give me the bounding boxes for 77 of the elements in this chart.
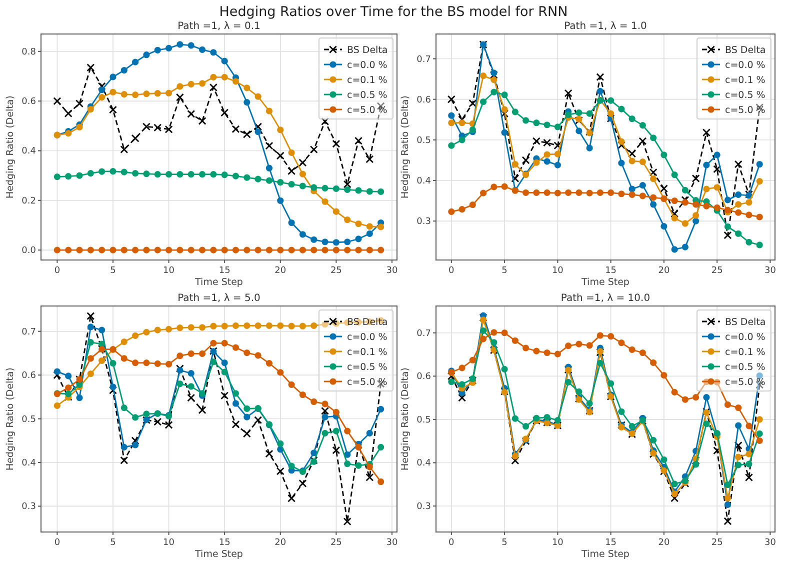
x-tick-label: 0: [54, 538, 60, 548]
y-axis-title: Hedging Ratio (Delta): [400, 368, 411, 470]
legend-label: c=0.1 %: [725, 347, 766, 358]
legend-label: c=0.1 %: [347, 75, 388, 86]
x-tick-label: 10: [163, 266, 175, 276]
x-tick-label: 15: [605, 266, 617, 276]
x-tick-label: 15: [605, 538, 617, 548]
y-tick-label: 0.4: [416, 458, 432, 469]
y-tick-label: 0.2: [22, 196, 36, 206]
text: Hedging Ratios over Time for the BS model for RNN: [219, 4, 568, 20]
x-tick-label: 5: [110, 538, 116, 548]
x-axis-title: Time Step: [194, 549, 243, 560]
y-tick-label: 0.6: [416, 95, 432, 106]
x-tick-label: 25: [330, 538, 342, 548]
y-tick-label: 0.7: [416, 54, 431, 65]
x-axis-title: Time Step: [580, 277, 630, 288]
x-tick-label: 20: [274, 538, 286, 548]
chart-title: Path =1, λ = 5.0: [178, 293, 260, 304]
x-tick-label: 0: [448, 266, 455, 276]
y-axis-title: Hedging Ratio (Delta): [400, 96, 411, 198]
x-tick-label: 0: [448, 538, 455, 548]
legend-label: c=0.5 %: [725, 362, 766, 373]
x-tick-label: 20: [658, 266, 670, 276]
y-tick-label: 0.5: [416, 415, 431, 426]
legend-label: BS Delta: [725, 45, 766, 56]
y-tick-label: 0.6: [416, 372, 432, 382]
y-tick-label: 0.7: [416, 328, 431, 339]
y-tick-label: 0.6: [22, 371, 36, 382]
x-tick-label: 30: [386, 266, 398, 276]
legend-label: c=0.0 %: [725, 332, 766, 343]
y-tick-label: 0.4: [22, 146, 36, 157]
x-tick-label: 15: [218, 538, 230, 548]
x-axis-title: Time Step: [194, 277, 243, 288]
y-axis-title: Hedging Ratio (Delta): [5, 96, 16, 198]
y-tick-label: 0.5: [22, 414, 36, 425]
legend-label: c=0.5 %: [725, 90, 766, 101]
x-tick-label: 5: [110, 266, 116, 276]
y-axis-title: Hedging Ratio (Delta): [5, 368, 16, 470]
x-tick-label: 30: [764, 266, 776, 276]
x-tick-label: 0: [54, 266, 60, 276]
y-tick-label: 0.4: [22, 458, 36, 468]
legend-label: BS Delta: [725, 317, 766, 328]
y-tick-label: 0.3: [416, 217, 431, 228]
chart-title: Path =1, λ = 0.1: [178, 21, 260, 32]
x-tick-label: 5: [502, 266, 508, 276]
y-tick-label: 0.0: [22, 246, 36, 256]
legend-label: BS Delta: [347, 45, 388, 56]
y-tick-label: 0.5: [416, 136, 431, 146]
y-tick-label: 0.3: [22, 502, 36, 512]
x-tick-label: 25: [330, 266, 342, 276]
x-axis-title: Time Step: [580, 549, 630, 560]
x-tick-label: 20: [274, 266, 286, 276]
x-tick-label: 15: [218, 266, 230, 276]
x-tick-label: 10: [552, 266, 564, 276]
x-tick-label: 5: [502, 538, 508, 548]
chart-title: Path =1, λ = 10.0: [560, 293, 650, 304]
legend-label: c=0.5 %: [347, 362, 388, 373]
x-tick-label: 20: [658, 538, 670, 548]
x-tick-label: 10: [552, 538, 564, 548]
legend-label: c=0.0 %: [725, 60, 766, 71]
legend-label: c=0.1 %: [347, 347, 388, 358]
legend-label: c=0.0 %: [347, 332, 388, 343]
x-tick-label: 25: [711, 538, 723, 548]
x-tick-label: 10: [163, 538, 175, 548]
y-tick-label: 0.8: [22, 47, 36, 58]
y-tick-label: 0.4: [416, 176, 432, 186]
x-tick-label: 25: [711, 266, 723, 276]
y-tick-label: 0.6: [22, 97, 36, 108]
x-tick-label: 30: [764, 538, 776, 548]
y-tick-label: 0.3: [416, 502, 431, 512]
chart-title: Path =1, λ = 1.0: [564, 21, 647, 32]
legend-label: c=0.0 %: [347, 60, 388, 71]
x-tick-label: 30: [386, 538, 398, 548]
legend-label: c=0.1 %: [725, 75, 766, 86]
legend-label: c=5.0 %: [347, 105, 388, 116]
legend-label: c=0.5 %: [347, 90, 388, 101]
y-tick-label: 0.7: [22, 327, 36, 338]
